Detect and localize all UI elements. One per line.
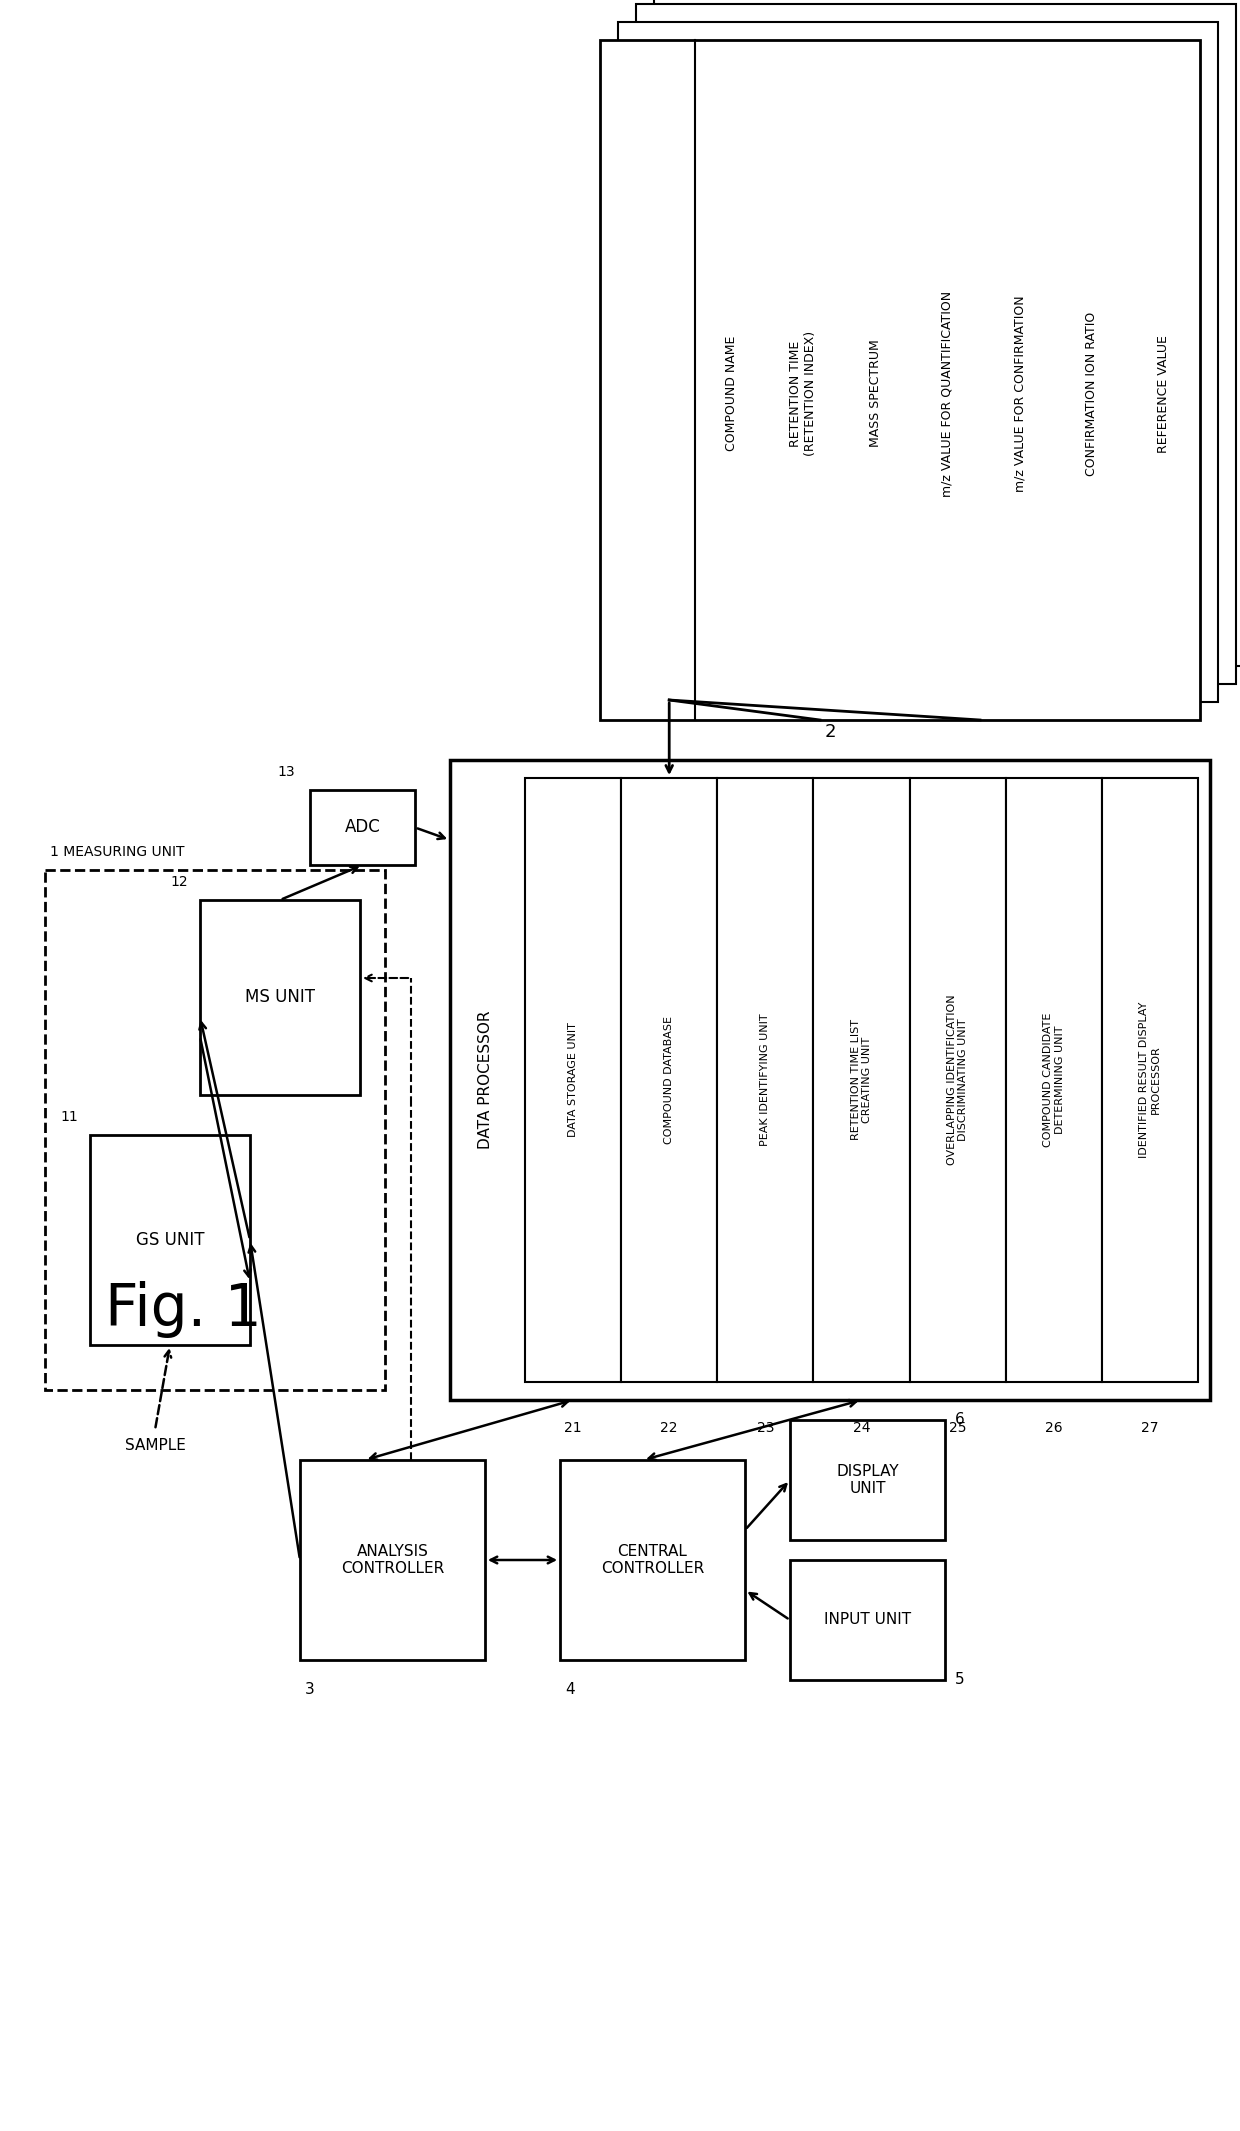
Text: COMPOUND NAME: COMPOUND NAME — [724, 337, 738, 452]
Bar — [1102, 778, 1198, 1383]
Bar — [653, 0, 1240, 667]
Text: GS UNIT: GS UNIT — [135, 1232, 205, 1249]
Text: 13: 13 — [278, 765, 295, 780]
Text: CENTRAL
CONTROLLER: CENTRAL CONTROLLER — [601, 1543, 704, 1577]
Bar — [910, 778, 1006, 1383]
Text: RETENTION TIME
(RETENTION INDEX): RETENTION TIME (RETENTION INDEX) — [789, 330, 817, 456]
Text: COMPOUND CANDIDATE
DETERMINING UNIT: COMPOUND CANDIDATE DETERMINING UNIT — [1043, 1012, 1065, 1146]
Bar — [450, 761, 1210, 1400]
Text: 23: 23 — [756, 1421, 774, 1434]
Text: 24: 24 — [853, 1421, 870, 1434]
Text: IDENTIFIED RESULT DISPLAY
PROCESSOR: IDENTIFIED RESULT DISPLAY PROCESSOR — [1140, 1002, 1161, 1157]
Bar — [600, 40, 1200, 720]
Bar — [560, 1460, 745, 1660]
Text: 4: 4 — [565, 1683, 574, 1698]
Text: SAMPLE: SAMPLE — [124, 1438, 186, 1453]
Bar — [717, 778, 813, 1383]
Text: 6: 6 — [955, 1413, 965, 1428]
Bar — [300, 1460, 485, 1660]
Bar — [525, 778, 621, 1383]
Text: RETENTION TIME LIST
CREATING UNIT: RETENTION TIME LIST CREATING UNIT — [851, 1019, 872, 1140]
Bar — [310, 791, 415, 865]
Text: 3: 3 — [305, 1683, 315, 1698]
Text: 22: 22 — [661, 1421, 678, 1434]
Text: PEAK IDENTIFYING UNIT: PEAK IDENTIFYING UNIT — [760, 1014, 770, 1146]
Text: 11: 11 — [61, 1110, 78, 1123]
Text: 21: 21 — [564, 1421, 582, 1434]
Bar — [1006, 778, 1102, 1383]
Text: DATA PROCESSOR: DATA PROCESSOR — [477, 1010, 492, 1149]
Text: CONFIRMATION ION RATIO: CONFIRMATION ION RATIO — [1085, 311, 1099, 475]
Bar — [790, 1560, 945, 1679]
Bar — [813, 778, 910, 1383]
Text: DATA STORAGE UNIT: DATA STORAGE UNIT — [568, 1023, 578, 1138]
Bar — [672, 0, 1240, 648]
Text: OVERLAPPING IDENTIFICATION
DISCRIMINATING UNIT: OVERLAPPING IDENTIFICATION DISCRIMINATIN… — [947, 995, 968, 1166]
Bar — [45, 869, 384, 1389]
Text: Fig. 1: Fig. 1 — [105, 1281, 262, 1338]
Text: 25: 25 — [949, 1421, 966, 1434]
Text: INPUT UNIT: INPUT UNIT — [823, 1613, 911, 1628]
Text: 26: 26 — [1045, 1421, 1063, 1434]
Bar — [621, 778, 717, 1383]
Text: MASS SPECTRUM: MASS SPECTRUM — [869, 339, 882, 448]
Text: 2: 2 — [825, 722, 836, 742]
Bar — [91, 1136, 250, 1345]
Text: 27: 27 — [1141, 1421, 1158, 1434]
Text: REFERENCE VALUE: REFERENCE VALUE — [1157, 335, 1171, 452]
Text: ADC: ADC — [345, 818, 381, 837]
Text: MS UNIT: MS UNIT — [246, 989, 315, 1006]
Text: m/z VALUE FOR CONFIRMATION: m/z VALUE FOR CONFIRMATION — [1013, 296, 1027, 492]
Bar — [790, 1419, 945, 1541]
Text: 5: 5 — [955, 1673, 965, 1688]
Text: ANALYSIS
CONTROLLER: ANALYSIS CONTROLLER — [341, 1543, 444, 1577]
Bar — [618, 21, 1218, 701]
Text: m/z VALUE FOR QUANTIFICATION: m/z VALUE FOR QUANTIFICATION — [941, 290, 954, 497]
Text: DISPLAY
UNIT: DISPLAY UNIT — [836, 1464, 899, 1496]
Bar — [200, 899, 360, 1095]
Text: 1 MEASURING UNIT: 1 MEASURING UNIT — [50, 846, 185, 859]
Bar — [636, 4, 1236, 684]
Text: COMPOUND DATABASE: COMPOUND DATABASE — [665, 1016, 675, 1144]
Text: 12: 12 — [170, 876, 188, 889]
